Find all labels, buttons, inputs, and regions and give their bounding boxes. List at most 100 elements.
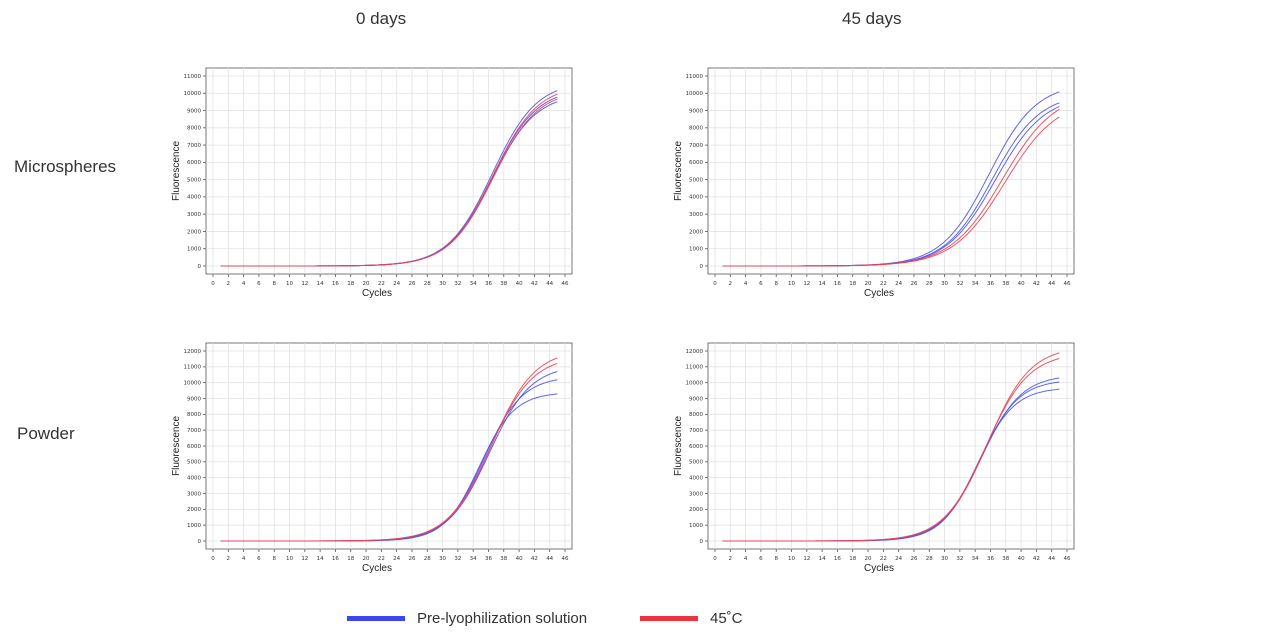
x-tick-label: 10	[286, 556, 293, 562]
y-tick-label: 6000	[187, 444, 201, 450]
series-line-45c	[220, 98, 558, 267]
x-tick-label: 34	[470, 281, 477, 287]
x-axis-label: Cycles	[362, 288, 392, 299]
x-tick-label: 14	[819, 281, 826, 287]
x-tick-label: 40	[1018, 281, 1025, 287]
chart-svg: 0 2 4 6 8 10 12 14 16 18 20 22 24 26 28 30 32 34 36 38 40 42 4…	[673, 67, 1075, 299]
y-tick-label: 2000	[689, 507, 703, 513]
y-tick-label: 5000	[689, 460, 703, 466]
y-tick-label: 10000	[686, 91, 704, 97]
y-tick-label: 7000	[187, 143, 201, 149]
x-tick-label: 12	[803, 556, 810, 562]
x-tick-label: 42	[531, 556, 538, 562]
y-tick-label: 11000	[184, 365, 202, 371]
y-tick-label: 8000	[689, 126, 703, 132]
x-tick-label: 8	[774, 556, 778, 562]
x-tick-label: 40	[516, 281, 523, 287]
x-tick-label: 42	[531, 281, 538, 287]
x-tick-label: 24	[895, 556, 902, 562]
series-line-45c	[722, 352, 1060, 542]
y-axis-label: Fluorescence	[171, 141, 182, 201]
x-tick-label: 14	[317, 281, 324, 287]
y-tick-label: 9000	[689, 396, 703, 402]
x-tick-label: 8	[272, 556, 276, 562]
y-tick-label: 3000	[187, 212, 201, 218]
chart-svg: 0 2 4 6 8 10 12 14 16 18 20 22 24 26 28 30 32 34 36 38 40 42 4…	[171, 342, 573, 574]
y-tick-label: 0	[198, 539, 202, 545]
x-tick-label: 12	[301, 281, 308, 287]
x-tick-label: 2	[729, 281, 733, 287]
x-tick-label: 46	[1064, 556, 1071, 562]
y-tick-label: 4000	[689, 195, 703, 201]
legend-swatch-red	[640, 616, 698, 621]
x-tick-label: 0	[713, 556, 717, 562]
x-tick-label: 30	[439, 556, 446, 562]
x-tick-label: 28	[926, 556, 933, 562]
legend-label: Pre-lyophilization solution	[417, 610, 588, 627]
y-tick-label: 4000	[689, 475, 703, 481]
y-tick-label: 1000	[187, 247, 201, 253]
chart-45-days-microspheres: 0 2 4 6 8 10 12 14 16 18 20 22 24 26 28 30 32 34 36 38 40 42 4…	[670, 62, 1075, 302]
x-tick-label: 38	[500, 281, 507, 287]
y-tick-label: 3000	[689, 491, 703, 497]
y-axis-label: Fluorescence	[171, 416, 182, 476]
x-axis-label: Cycles	[864, 563, 894, 574]
y-tick-label: 7000	[689, 428, 703, 434]
y-tick-label: 6000	[187, 160, 201, 166]
x-tick-label: 12	[803, 281, 810, 287]
y-tick-label: 10000	[184, 91, 202, 97]
x-tick-label: 6	[759, 281, 763, 287]
y-tick-label: 10000	[184, 380, 202, 386]
x-tick-label: 44	[1048, 556, 1055, 562]
x-tick-label: 36	[485, 556, 492, 562]
x-tick-label: 4	[242, 281, 246, 287]
x-tick-label: 14	[317, 556, 324, 562]
x-tick-label: 42	[1033, 281, 1040, 287]
x-tick-label: 30	[941, 281, 948, 287]
y-axis-label: Fluorescence	[673, 141, 684, 201]
row-title-microspheres: Microspheres	[14, 157, 117, 176]
y-tick-label: 8000	[187, 412, 201, 418]
column-title-0-days: 0 days	[356, 9, 407, 28]
y-tick-label: 2000	[187, 229, 201, 235]
x-tick-label: 44	[1048, 281, 1055, 287]
x-tick-label: 6	[257, 556, 261, 562]
y-tick-label: 11000	[184, 74, 202, 80]
x-tick-label: 46	[1064, 281, 1071, 287]
x-tick-label: 18	[849, 556, 856, 562]
x-tick-label: 10	[788, 281, 795, 287]
y-tick-label: 0	[700, 539, 704, 545]
x-tick-label: 32	[454, 281, 461, 287]
x-tick-label: 36	[987, 556, 994, 562]
x-tick-label: 22	[880, 281, 887, 287]
x-tick-label: 8	[272, 281, 276, 287]
series-line-45c	[722, 116, 1060, 267]
x-tick-label: 8	[774, 281, 778, 287]
plot-area	[707, 67, 1075, 275]
y-tick-label: 9000	[187, 108, 201, 114]
x-tick-label: 36	[485, 281, 492, 287]
y-tick-label: 11000	[686, 365, 704, 371]
x-tick-label: 20	[865, 556, 872, 562]
y-tick-label: 6000	[689, 444, 703, 450]
y-tick-label: 4000	[187, 195, 201, 201]
x-tick-label: 40	[516, 556, 523, 562]
chart-0-days-microspheres: 0 2 4 6 8 10 12 14 16 18 20 22 24 26 28 30 32 34 36 38 40 42 4…	[168, 62, 573, 302]
y-tick-label: 8000	[689, 412, 703, 418]
y-tick-label: 9000	[187, 396, 201, 402]
y-tick-label: 5000	[187, 460, 201, 466]
x-tick-label: 32	[956, 281, 963, 287]
x-tick-label: 38	[1002, 556, 1009, 562]
x-tick-label: 28	[424, 281, 431, 287]
x-tick-label: 38	[500, 556, 507, 562]
x-tick-label: 32	[956, 556, 963, 562]
x-tick-label: 4	[744, 556, 748, 562]
x-tick-label: 22	[378, 556, 385, 562]
y-tick-label: 0	[700, 264, 704, 270]
y-tick-label: 1000	[187, 523, 201, 529]
x-tick-label: 20	[363, 281, 370, 287]
x-tick-label: 2	[227, 556, 231, 562]
x-tick-label: 16	[834, 281, 841, 287]
x-tick-label: 10	[788, 556, 795, 562]
chart-svg: 0 2 4 6 8 10 12 14 16 18 20 22 24 26 28 30 32 34 36 38 40 42 4…	[171, 67, 573, 299]
